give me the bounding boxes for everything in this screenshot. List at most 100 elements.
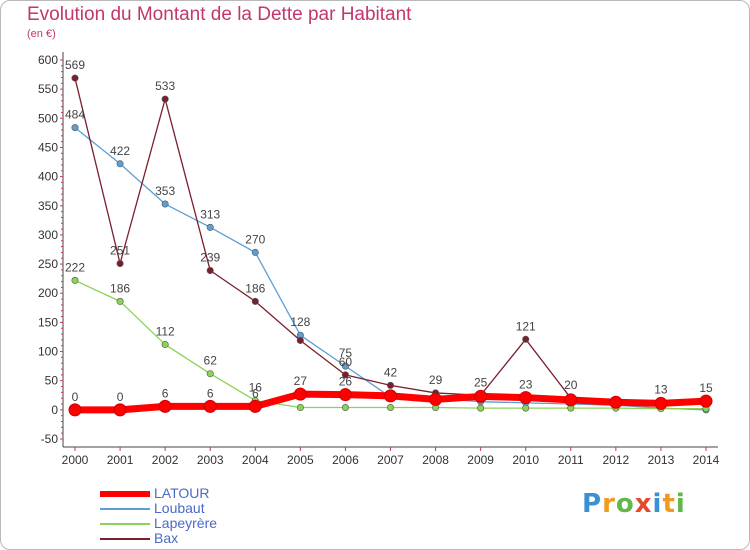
y-tick-label: 300: [38, 228, 58, 242]
x-tick-label: 2003: [197, 453, 224, 467]
data-point-loubaut: [341, 362, 349, 370]
data-label-loubaut: 128: [290, 315, 310, 329]
legend-label-bax: Bax: [154, 530, 179, 546]
data-point-lapeyrere: [71, 276, 79, 284]
data-point-latour: [519, 391, 533, 405]
data-label-lapeyrere: 222: [65, 260, 85, 274]
x-tick-label: 2010: [512, 453, 539, 467]
data-label-bax: 60: [339, 355, 353, 369]
data-point-loubaut: [251, 248, 259, 256]
data-point-lapeyrere: [522, 404, 530, 412]
data-label-lapeyrere: 186: [110, 281, 130, 295]
data-point-bax: [341, 371, 349, 379]
legend-swatch-lapeyrere: [100, 523, 150, 525]
legend-swatch-bax: [100, 538, 150, 540]
x-tick-label: 2000: [62, 453, 89, 467]
x-tick-label: 2005: [287, 453, 314, 467]
legend-label-loubaut: Loubaut: [154, 500, 205, 516]
data-label-bax: 239: [200, 250, 220, 264]
legend-item-loubaut: Loubaut: [100, 500, 300, 516]
data-point-latour: [203, 399, 217, 413]
x-tick-label: 2014: [693, 453, 720, 467]
data-point-latour: [654, 396, 668, 410]
data-point-lapeyrere: [386, 404, 394, 412]
data-point-latour: [113, 403, 127, 417]
x-tick-label: 2002: [152, 453, 179, 467]
y-tick-label: 550: [38, 82, 58, 96]
x-tick-label: 2007: [377, 453, 404, 467]
legend-item-latour: LATOUR: [100, 485, 300, 501]
data-point-lapeyrere: [206, 370, 214, 378]
data-point-latour: [68, 403, 82, 417]
data-point-bax: [522, 335, 530, 343]
proxiti-logo: Proxiti: [582, 489, 686, 519]
data-point-latour: [429, 392, 443, 406]
data-point-latour: [158, 399, 172, 413]
data-point-bax: [206, 266, 214, 274]
chart-subtitle: (en €): [27, 28, 56, 40]
data-label-lapeyrere: 112: [156, 325, 175, 339]
data-point-bax: [161, 95, 169, 103]
data-point-latour: [338, 388, 352, 402]
legend-swatch-loubaut: [100, 508, 150, 510]
data-point-loubaut: [116, 160, 124, 168]
data-label-loubaut: 75: [339, 346, 353, 360]
chart-title: Evolution du Montant de la Dette par Hab…: [27, 4, 412, 25]
data-label-latour: 23: [519, 378, 533, 392]
data-point-bax: [386, 381, 394, 389]
data-point-latour: [293, 387, 307, 401]
data-label-loubaut: 422: [110, 144, 130, 158]
y-tick-label: 600: [38, 53, 58, 67]
data-label-loubaut: 270: [245, 232, 265, 246]
data-label-bax: 569: [65, 58, 85, 72]
x-tick-label: 2012: [603, 453, 630, 467]
data-label-bax: 15: [699, 381, 713, 395]
y-tick-label: 250: [38, 257, 58, 271]
x-tick-label: 2006: [332, 453, 359, 467]
data-point-latour: [384, 389, 397, 403]
y-tick-label: 50: [45, 374, 59, 388]
y-tick-label: -50: [41, 432, 59, 446]
data-point-lapeyrere: [477, 404, 485, 412]
x-tick-label: 2011: [558, 453, 584, 467]
data-label-loubaut: 313: [200, 207, 220, 221]
y-tick-label: 450: [38, 140, 58, 154]
data-label-loubaut: 353: [155, 184, 175, 198]
data-label-bax: 251: [110, 243, 130, 257]
data-point-loubaut: [71, 124, 79, 132]
data-label-latour: 6: [252, 386, 259, 400]
y-tick-label: 500: [38, 111, 58, 125]
x-tick-label: 2001: [107, 453, 134, 467]
legend-label-lapeyrere: Lapeyrère: [154, 515, 218, 531]
y-tick-label: 200: [38, 286, 58, 300]
legend-label-latour: LATOUR: [154, 485, 210, 501]
data-point-latour: [564, 393, 578, 407]
x-tick-label: 2008: [422, 453, 449, 467]
data-point-latour: [474, 389, 488, 403]
data-point-bax: [251, 297, 259, 305]
data-label-bax: 25: [474, 375, 488, 389]
x-tick-label: 2013: [648, 453, 675, 467]
data-label-latour: 26: [339, 375, 353, 389]
data-label-lapeyrere: 62: [204, 354, 218, 368]
legend-item-lapeyrere: Lapeyrère: [100, 515, 300, 531]
x-tick-label: 2004: [242, 453, 269, 467]
data-label-bax: 186: [245, 281, 265, 295]
data-label-lapeyrere: 16: [249, 381, 263, 395]
data-point-latour: [248, 399, 262, 413]
chart-legend: LATOUR Loubaut Lapeyrère Bax: [100, 485, 300, 546]
x-tick-label: 2009: [467, 453, 494, 467]
data-label-bax: 29: [429, 373, 443, 387]
legend-item-bax: Bax: [100, 530, 300, 546]
data-label-bax: 533: [155, 79, 175, 93]
series-line-bax: [74, 77, 707, 403]
data-point-bax: [296, 336, 304, 344]
data-label-bax: 42: [384, 365, 398, 379]
y-tick-label: 400: [38, 170, 58, 184]
data-label-latour: 0: [72, 390, 79, 404]
data-point-bax: [116, 259, 124, 267]
data-point-latour: [699, 394, 713, 408]
data-point-loubaut: [206, 223, 214, 231]
data-label-latour: 6: [162, 386, 169, 400]
data-point-loubaut: [161, 200, 169, 208]
